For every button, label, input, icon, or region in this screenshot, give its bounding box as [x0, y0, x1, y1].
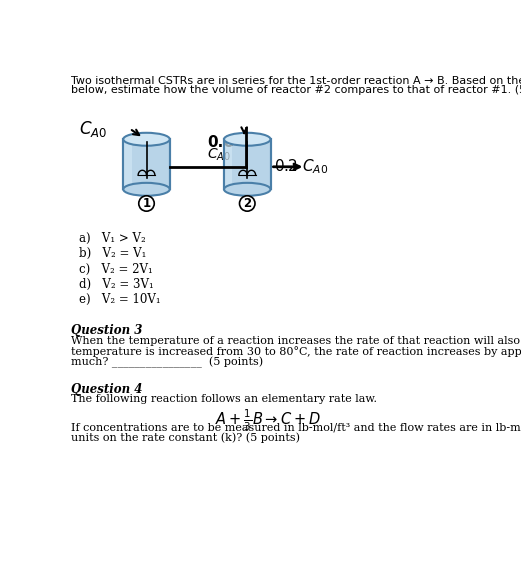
Ellipse shape — [123, 183, 170, 196]
Ellipse shape — [224, 133, 270, 146]
Text: Two isothermal CSTRs are in series for the 1st-order reaction A → B. Based on th: Two isothermal CSTRs are in series for t… — [71, 76, 521, 86]
Text: e)   V₂ = 10V₁: e) V₂ = 10V₁ — [79, 293, 160, 306]
Text: 1: 1 — [142, 197, 151, 210]
Text: a)   V₁ > V₂: a) V₁ > V₂ — [79, 231, 146, 245]
Text: The following reaction follows an elementary rate law.: The following reaction follows an elemen… — [71, 394, 377, 404]
Text: units on the rate constant (k)? (5 points): units on the rate constant (k)? (5 point… — [71, 433, 300, 443]
Text: c)   V₂ = 2V₁: c) V₂ = 2V₁ — [79, 262, 153, 275]
Text: 0.6: 0.6 — [207, 135, 234, 150]
Text: $C_{A0}$: $C_{A0}$ — [79, 120, 107, 139]
Text: $0.2\ C_{A0}$: $0.2\ C_{A0}$ — [275, 157, 329, 176]
Ellipse shape — [224, 183, 270, 196]
Text: Question 4: Question 4 — [71, 382, 143, 396]
Text: temperature is increased from 30 to 80°C, the rate of reaction increases by appr: temperature is increased from 30 to 80°C… — [71, 346, 521, 357]
Text: Question 3: Question 3 — [71, 324, 143, 337]
Text: 2: 2 — [243, 197, 251, 210]
Text: d)   V₂ = 3V₁: d) V₂ = 3V₁ — [79, 278, 154, 291]
Text: below, estimate how the volume of reactor #2 compares to that of reactor #1. (5 : below, estimate how the volume of reacto… — [71, 85, 521, 96]
Ellipse shape — [123, 133, 170, 146]
Bar — [224, 139, 232, 189]
Circle shape — [240, 196, 255, 211]
Text: When the temperature of a reaction increases the rate of that reaction will also: When the temperature of a reaction incre… — [71, 336, 521, 346]
Circle shape — [139, 196, 154, 211]
Text: $A + \frac{1}{3}B \rightarrow C + D$: $A + \frac{1}{3}B \rightarrow C + D$ — [215, 407, 320, 433]
Text: If concentrations are to be measured in lb-mol/ft³ and the flow rates are in lb-: If concentrations are to be measured in … — [71, 423, 521, 433]
Bar — [123, 139, 132, 189]
Text: $C_{A0}$: $C_{A0}$ — [207, 146, 231, 163]
Text: much? ________________  (5 points): much? ________________ (5 points) — [71, 356, 264, 368]
Bar — [224, 139, 270, 189]
Text: b)   V₂ = V₁: b) V₂ = V₁ — [79, 247, 146, 260]
Bar — [123, 139, 170, 189]
